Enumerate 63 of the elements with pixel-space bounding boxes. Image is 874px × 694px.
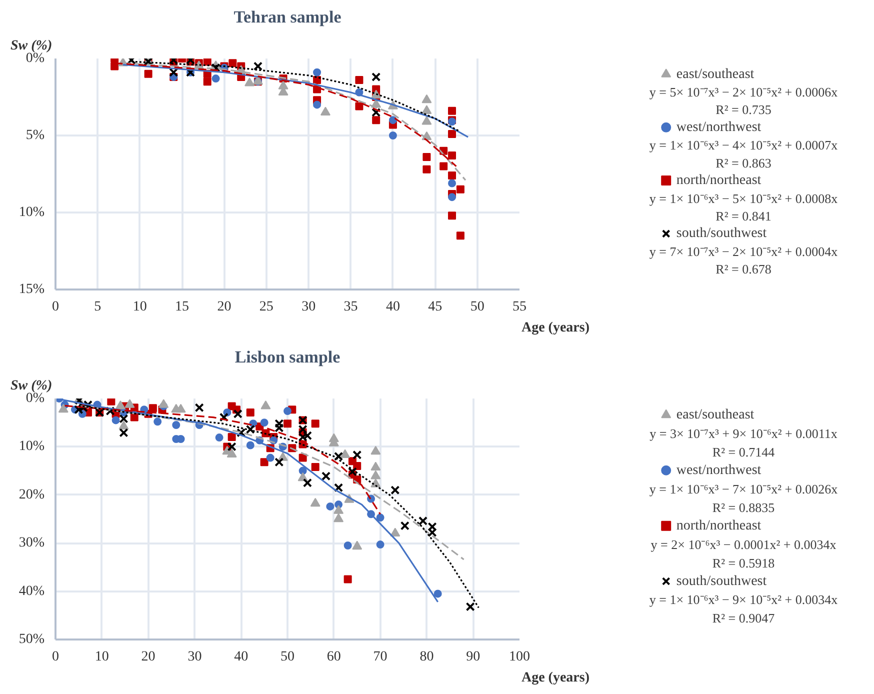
y-tick-label: 10% bbox=[18, 205, 45, 220]
x-tick-label: 100 bbox=[509, 650, 530, 664]
x-tick-label: 70 bbox=[373, 650, 388, 664]
x-tick-label: 60 bbox=[326, 650, 341, 664]
x-tick-label: 40 bbox=[234, 650, 248, 664]
x-tick-label: 25 bbox=[259, 300, 274, 314]
x-tick-label: 50 bbox=[470, 300, 484, 314]
text: y = 2× 10⁻⁶x³ − 0.0001x² + 0.0034x bbox=[650, 536, 837, 552]
text: R² = 0.7144 bbox=[712, 444, 776, 460]
y-tick-label: 0% bbox=[26, 391, 45, 406]
x-tick-label: 5 bbox=[94, 300, 102, 314]
chart-title: Tehran sample bbox=[234, 8, 342, 26]
legend-label: east/southeast bbox=[676, 66, 754, 82]
y-axis-title: Sw (%) bbox=[10, 38, 52, 54]
x-axis-title: Age (years) bbox=[521, 670, 590, 686]
y-tick-label: 15% bbox=[18, 282, 45, 297]
text: y = 3× 10⁻⁷x³ + 9× 10⁻⁶x² + 0.0011x bbox=[650, 426, 838, 441]
x-axis-title: Age (years) bbox=[521, 320, 590, 336]
y-tick-label: 10% bbox=[18, 439, 45, 454]
x-tick-label: 15 bbox=[175, 300, 190, 314]
legend-label: south/southwest bbox=[676, 574, 767, 589]
text: y = 1× 10⁻⁶x³ − 5× 10⁻⁵x² + 0.0008x bbox=[649, 190, 838, 206]
x-tick-label: 50 bbox=[280, 650, 294, 664]
legend-label: west/northwest bbox=[676, 462, 762, 478]
legend-label: north/northeast bbox=[676, 173, 762, 188]
x-tick-label: 80 bbox=[420, 650, 434, 664]
text: R² = 0.9047 bbox=[712, 610, 776, 626]
y-tick-label: 20% bbox=[18, 487, 45, 502]
x-tick-label: 90 bbox=[466, 650, 480, 664]
x-tick-label: 10 bbox=[132, 300, 147, 314]
text: y = 1× 10⁻⁶x³ − 9× 10⁻⁵x² + 0.0034x bbox=[649, 592, 838, 608]
x-tick-label: 30 bbox=[188, 650, 202, 664]
chart-title: Lisbon sample bbox=[234, 348, 341, 366]
x-tick-label: 0 bbox=[52, 300, 59, 314]
legend-label: south/southwest bbox=[676, 226, 767, 242]
legend-label: north/northeast bbox=[676, 518, 762, 534]
text: R² = 0.841 bbox=[716, 208, 772, 224]
text: y = 1× 10⁻⁶x³ − 7× 10⁻⁵x² + 0.0026x bbox=[649, 481, 838, 496]
y-tick-label: 50% bbox=[18, 632, 45, 647]
x-tick-label: 20 bbox=[217, 300, 232, 314]
y-tick-label: 5% bbox=[26, 128, 45, 143]
text: R² = 0.678 bbox=[716, 262, 772, 277]
y-tick-label: 40% bbox=[18, 584, 45, 599]
text: R² = 0.863 bbox=[716, 155, 772, 170]
text: y = 5× 10⁻⁷x³ − 2× 10⁻⁵x² + 0.0006x bbox=[649, 84, 838, 100]
text: R² = 0.735 bbox=[716, 102, 772, 118]
text: y = 7× 10⁻⁷x³ − 2× 10⁻⁵x² + 0.0004x bbox=[649, 244, 838, 259]
legend-label: east/southeast bbox=[676, 407, 754, 422]
x-tick-label: 40 bbox=[386, 300, 400, 314]
x-tick-label: 10 bbox=[94, 650, 109, 664]
legend-label: west/northwest bbox=[676, 120, 762, 135]
y-tick-label: 30% bbox=[18, 536, 45, 551]
y-axis-title: Sw (%) bbox=[10, 378, 52, 394]
y-tick-label: 0% bbox=[26, 51, 45, 66]
x-tick-label: 35 bbox=[344, 300, 358, 314]
x-tick-label: 30 bbox=[302, 300, 316, 314]
text: R² = 0.5918 bbox=[712, 555, 775, 570]
text: y = 1× 10⁻⁶x³ − 4× 10⁻⁵x² + 0.0007x bbox=[649, 138, 838, 153]
x-tick-label: 20 bbox=[141, 650, 156, 664]
x-tick-label: 55 bbox=[512, 300, 526, 314]
x-tick-label: 0 bbox=[52, 650, 59, 664]
text: R² = 0.8835 bbox=[712, 500, 775, 515]
x-tick-label: 45 bbox=[428, 300, 442, 314]
